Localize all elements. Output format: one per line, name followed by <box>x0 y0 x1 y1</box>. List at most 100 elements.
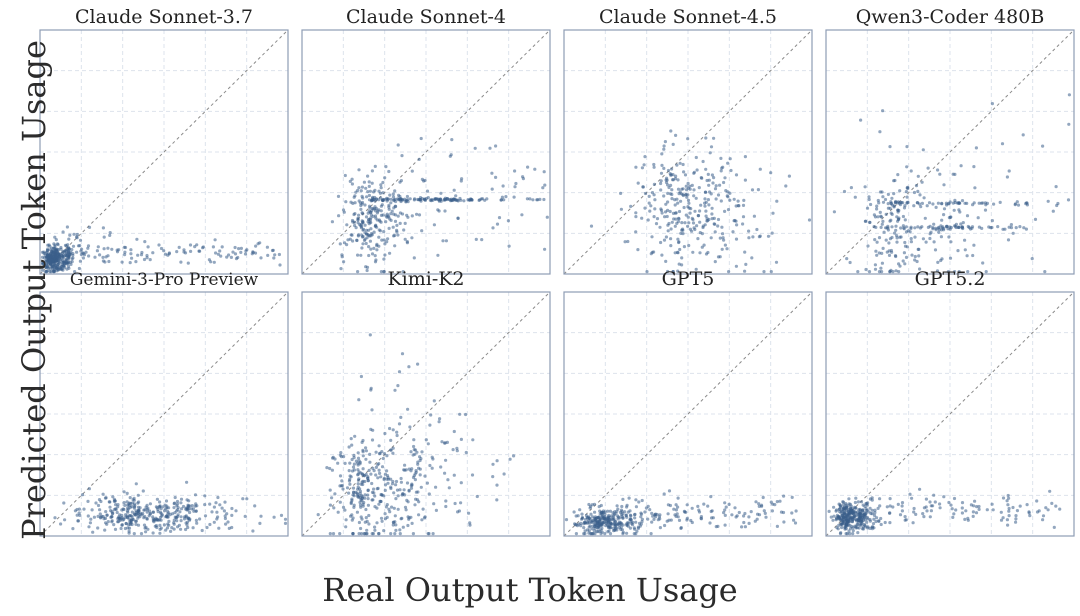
scatter-point <box>381 198 385 202</box>
scatter-point <box>685 503 689 507</box>
scatter-point <box>878 130 882 134</box>
scatter-point <box>685 195 689 199</box>
scatter-point <box>712 176 716 180</box>
scatter-point <box>101 255 105 259</box>
scatter-point <box>179 519 183 523</box>
scatter-point <box>54 247 58 251</box>
scatter-point <box>230 513 234 518</box>
scatter-point <box>640 166 645 170</box>
scatter-point <box>942 183 946 187</box>
scatter-point <box>389 477 393 481</box>
scatter-point <box>132 505 137 509</box>
scatter-point <box>367 522 371 526</box>
scatter-point <box>412 474 416 478</box>
scatter-point <box>681 228 685 232</box>
scatter-point <box>846 522 850 526</box>
scatter-point <box>769 171 773 175</box>
scatter-point <box>979 201 984 205</box>
scatter-point <box>1007 169 1011 173</box>
scatter-point <box>124 522 128 526</box>
scatter-point <box>377 235 381 239</box>
scatter-point <box>662 144 666 148</box>
subplot-title: Qwen3-Coder 480B <box>856 6 1045 28</box>
scatter-point <box>1067 93 1071 97</box>
scatter-point <box>48 248 52 252</box>
scatter-point <box>385 240 389 244</box>
scatter-point <box>393 189 397 193</box>
scatter-point <box>868 220 872 225</box>
scatter-point <box>372 230 376 234</box>
scatter-point <box>407 516 411 520</box>
scatter-point <box>682 205 686 210</box>
scatter-point <box>374 209 378 213</box>
scatter-point <box>774 260 779 264</box>
scatter-point <box>349 475 353 479</box>
scatter-point <box>348 179 352 183</box>
scatter-point <box>403 493 407 497</box>
scatter-point <box>677 240 681 244</box>
scatter-point <box>108 233 112 237</box>
scatter-point <box>66 264 71 268</box>
scatter-point <box>714 184 718 188</box>
scatter-point <box>680 187 684 191</box>
scatter-point <box>55 242 60 246</box>
scatter-point <box>987 225 991 229</box>
scatter-point <box>223 514 227 518</box>
scatter-point <box>684 184 688 188</box>
scatter-point <box>856 270 860 274</box>
scatter-point <box>382 476 386 480</box>
scatter-point <box>908 230 912 234</box>
scatter-point <box>176 514 180 519</box>
scatter-point <box>394 497 398 501</box>
scatter-point <box>857 518 861 523</box>
scatter-point <box>873 215 878 219</box>
scatter-point <box>734 173 739 177</box>
scatter-point <box>615 504 619 508</box>
scatter-point <box>974 146 979 150</box>
scatter-point <box>410 169 414 173</box>
scatter-point <box>75 513 79 517</box>
scatter-point <box>357 532 361 536</box>
scatter-point <box>355 238 359 242</box>
scatter-point <box>374 258 378 262</box>
scatter-point <box>378 471 382 475</box>
scatter-point <box>370 196 375 200</box>
scatter-point <box>361 220 365 224</box>
scatter-point <box>369 472 373 476</box>
scatter-point <box>360 499 364 503</box>
scatter-point <box>367 513 371 518</box>
scatter-point <box>210 510 214 514</box>
scatter-point <box>130 510 134 514</box>
scatter-point <box>384 220 388 224</box>
scatter-point <box>663 215 667 219</box>
scatter-point <box>912 506 916 511</box>
scatter-point <box>104 255 108 259</box>
scatter-point <box>956 249 960 253</box>
scatter-point <box>212 260 216 264</box>
scatter-point <box>720 225 724 229</box>
scatter-point <box>381 213 385 217</box>
scatter-point <box>345 223 349 227</box>
scatter-point <box>706 504 710 508</box>
scatter-point <box>939 258 943 263</box>
scatter-point <box>734 237 739 241</box>
scatter-point <box>761 495 765 500</box>
scatter-point <box>597 505 601 509</box>
scatter-point <box>960 225 965 229</box>
scatter-point <box>127 531 131 535</box>
scatter-point <box>626 524 630 528</box>
scatter-point <box>86 514 90 518</box>
scatter-point <box>1006 238 1011 242</box>
scatter-point <box>90 508 94 512</box>
scatter-point <box>1007 506 1011 511</box>
scatter-point <box>963 238 967 242</box>
scatter-point <box>971 510 976 514</box>
scatter-point <box>686 205 690 209</box>
subplot-title: Claude Sonnet-4.5 <box>599 6 777 28</box>
scatter-point <box>410 521 414 526</box>
scatter-point <box>328 532 332 536</box>
scatter-point <box>924 497 929 501</box>
scatter-point <box>490 187 494 191</box>
scatter-point <box>373 528 377 532</box>
scatter-point <box>184 527 188 532</box>
